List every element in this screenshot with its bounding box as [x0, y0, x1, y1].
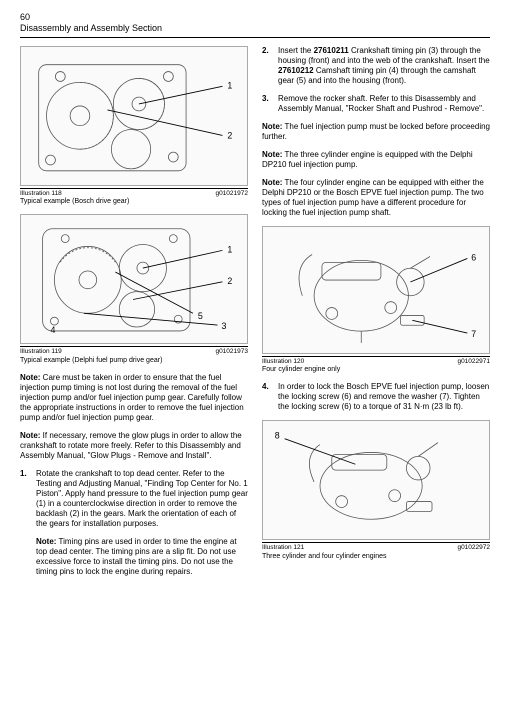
t: Insert the — [278, 46, 314, 55]
note-text: The three cylinder engine is equipped wi… — [262, 150, 473, 169]
note-three-cyl: Note: The three cylinder engine is equip… — [262, 150, 490, 170]
illustration-120-image: 6 7 — [262, 226, 490, 354]
step-number: 1. — [20, 469, 32, 529]
illus-120-label: Illustration 120 — [262, 358, 304, 366]
note-care: Note: Care must be taken in order to ens… — [20, 373, 248, 423]
step-number: 4. — [262, 382, 274, 412]
note-timing-pins: Note: Timing pins are used in order to t… — [36, 537, 248, 577]
note-text: Care must be taken in order to ensure th… — [20, 373, 244, 422]
step-4: 4. In order to lock the Bosch EPVE fuel … — [262, 382, 490, 412]
note-four-cyl: Note: The four cylinder engine can be eq… — [262, 178, 490, 218]
illustration-121-image: 8 — [262, 420, 490, 540]
part-number: 27610212 — [278, 66, 314, 75]
note-text: The four cylinder engine can be equipped… — [262, 178, 484, 217]
illustration-119-image: 1 2 5 3 4 — [20, 214, 248, 344]
svg-text:6: 6 — [471, 252, 476, 262]
note-lead: Note: — [36, 537, 56, 546]
note-glow-plugs: Note: If necessary, remove the glow plug… — [20, 431, 248, 461]
page-number: 60 — [20, 12, 490, 23]
illus-119-label: Illustration 119 — [20, 348, 62, 356]
step-1: 1. Rotate the crankshaft to top dead cen… — [20, 469, 248, 529]
section-title: Disassembly and Assembly Section — [20, 23, 490, 34]
svg-text:4: 4 — [50, 325, 55, 335]
step-text: Insert the 27610211 Crankshaft timing pi… — [278, 46, 490, 86]
svg-text:3: 3 — [221, 321, 226, 331]
note-text: The fuel injection pump must be locked b… — [262, 122, 490, 141]
step-text: In order to lock the Bosch EPVE fuel inj… — [278, 382, 490, 412]
svg-text:1: 1 — [227, 80, 232, 90]
svg-text:8: 8 — [275, 431, 280, 441]
svg-text:5: 5 — [198, 312, 203, 322]
note-text: If necessary, remove the glow plugs in o… — [20, 431, 242, 460]
note-text: Timing pins are used in order to time th… — [36, 537, 237, 576]
svg-text:2: 2 — [227, 130, 232, 140]
illustration-120-meta: Illustration 120 g01022971 — [262, 356, 490, 366]
illus-118-caption: Typical example (Bosch drive gear) — [20, 198, 248, 207]
note-lead: Note: — [262, 150, 282, 159]
illus-120-code: g01022971 — [457, 358, 490, 366]
note-lead: Note: — [20, 431, 40, 440]
note-lead: Note: — [20, 373, 40, 382]
illustration-119-meta: Illustration 119 g01021973 — [20, 346, 248, 356]
svg-text:1: 1 — [227, 245, 232, 255]
svg-text:7: 7 — [471, 329, 476, 339]
illus-121-label: Illustration 121 — [262, 544, 304, 552]
right-column: 2. Insert the 27610211 Crankshaft timing… — [262, 46, 490, 586]
illus-119-caption: Typical example (Delphi fuel pump drive … — [20, 357, 248, 366]
two-column-layout: 1 2 Illustration 118 g01021972 Typical e… — [20, 46, 490, 586]
page-header: 60 Disassembly and Assembly Section — [20, 12, 490, 38]
illus-118-code: g01021972 — [215, 190, 248, 198]
part-number: 27610211 — [314, 46, 349, 55]
step-3: 3. Remove the rocker shaft. Refer to thi… — [262, 94, 490, 114]
illustration-121-meta: Illustration 121 g01022972 — [262, 542, 490, 552]
illustration-118-image: 1 2 — [20, 46, 248, 186]
illustration-118-meta: Illustration 118 g01021972 — [20, 188, 248, 198]
left-column: 1 2 Illustration 118 g01021972 Typical e… — [20, 46, 248, 586]
illus-120-caption: Four cylinder engine only — [262, 366, 490, 375]
illus-119-code: g01021973 — [215, 348, 248, 356]
svg-text:2: 2 — [227, 276, 232, 286]
step-2: 2. Insert the 27610211 Crankshaft timing… — [262, 46, 490, 86]
illus-121-code: g01022972 — [457, 544, 490, 552]
step-text: Remove the rocker shaft. Refer to this D… — [278, 94, 490, 114]
step-number: 2. — [262, 46, 274, 86]
note-lead: Note: — [262, 122, 282, 131]
illus-121-caption: Three cylinder and four cylinder engines — [262, 553, 490, 562]
note-lock-pump: Note: The fuel injection pump must be lo… — [262, 122, 490, 142]
illus-118-label: Illustration 118 — [20, 190, 62, 198]
step-number: 3. — [262, 94, 274, 114]
step-text: Rotate the crankshaft to top dead center… — [36, 469, 248, 529]
note-lead: Note: — [262, 178, 282, 187]
